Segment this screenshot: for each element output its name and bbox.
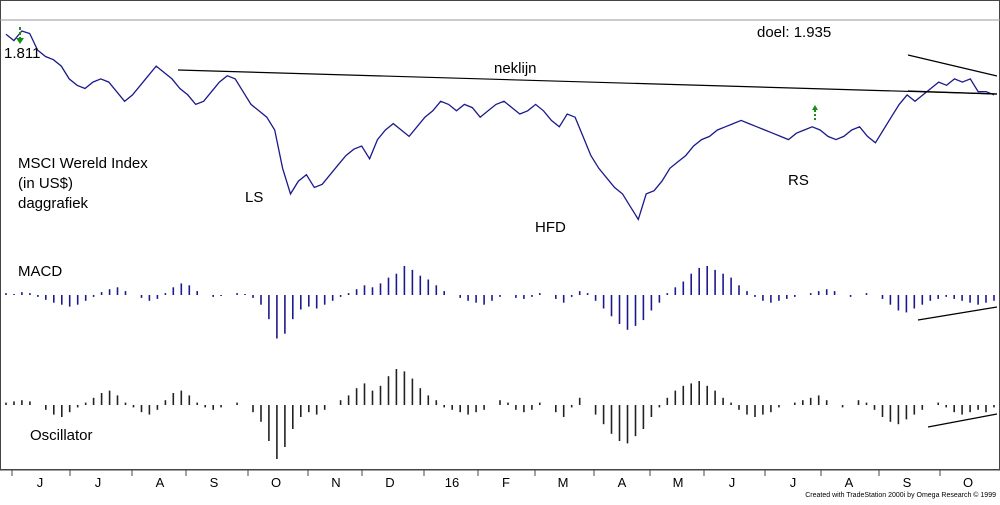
x-tick-label: J: [729, 475, 736, 490]
x-tick-label: O: [963, 475, 973, 490]
target-label: doel: 1.935: [757, 24, 831, 41]
breakout-arrow-icon: [812, 105, 818, 120]
x-tick-label: A: [156, 475, 165, 490]
neckline-label: neklijn: [494, 60, 537, 77]
x-tick-label: J: [37, 475, 44, 490]
head-label: HFD: [535, 219, 566, 236]
macd-panel: MACD: [5, 263, 998, 339]
start-value-label: 1.811: [4, 45, 40, 62]
price-panel: 1.811 doel: 1.935 neklijn MSCI Wereld In…: [4, 24, 998, 236]
left-shoulder-label: LS: [245, 189, 263, 206]
x-tick-label: F: [502, 475, 510, 490]
right-shoulder-label: RS: [788, 172, 809, 189]
footer-credit: Created with TradeStation 2000i by Omega…: [805, 491, 996, 499]
x-tick-label: A: [618, 475, 627, 490]
x-tick-label: J: [790, 475, 797, 490]
unit-label: (in US$): [18, 175, 73, 192]
period-label: daggrafiek: [18, 195, 89, 212]
x-tick-label: D: [385, 475, 394, 490]
x-tick-label: S: [210, 475, 219, 490]
x-tick-label: A: [845, 475, 854, 490]
x-tick-label: M: [673, 475, 684, 490]
neckline-trendline: [177, 69, 998, 95]
oscillator-trendline: [927, 413, 998, 428]
x-tick-label: N: [331, 475, 340, 490]
x-tick-label: S: [903, 475, 912, 490]
price-lower-trendline: [907, 90, 998, 95]
macd-trendline: [917, 306, 998, 321]
series-name-label: MSCI Wereld Index: [18, 155, 148, 172]
oscillator-panel: Oscillator: [5, 369, 998, 459]
x-tick-label: O: [271, 475, 281, 490]
price-falling-trendline: [907, 54, 998, 77]
start-arrow-icon: [16, 27, 24, 44]
x-tick-label: 16: [445, 475, 459, 490]
price-series-line: [5, 30, 995, 221]
macd-label: MACD: [18, 263, 62, 280]
x-tick-label: J: [95, 475, 102, 490]
x-tick-label: M: [558, 475, 569, 490]
x-axis: J J A S O N D 16 F M A M J J A S O: [0, 469, 1000, 490]
oscillator-label: Oscillator: [30, 427, 93, 444]
